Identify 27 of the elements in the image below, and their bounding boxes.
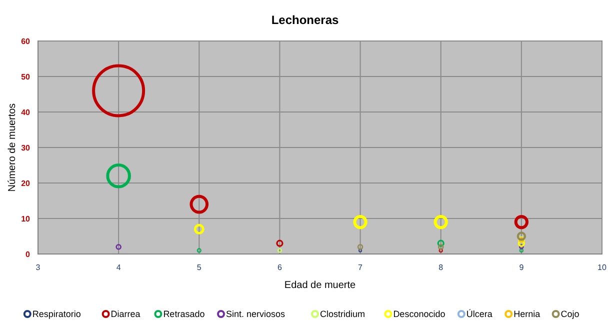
legend-label: Sint. nerviosos — [226, 309, 286, 319]
y-tick-label: 30 — [21, 144, 31, 152]
legend-label: Respiratorio — [32, 309, 81, 319]
legend-label: Cojo — [560, 309, 580, 319]
x-tick-label: 3 — [36, 263, 41, 272]
x-tick-label: 10 — [598, 263, 607, 272]
y-tick-label: 50 — [21, 72, 31, 82]
y-tick-label: 60 — [21, 37, 31, 46]
y-tick-label: 10 — [21, 214, 31, 224]
y-axis-title: Número de muertos — [7, 103, 18, 192]
x-tick-label: 4 — [116, 263, 122, 272]
y-tick-label: 40 — [21, 108, 31, 117]
legend-label: Clostridium — [320, 309, 366, 319]
x-tick-label: 8 — [438, 263, 444, 272]
x-tick-label: 6 — [277, 263, 282, 272]
legend-label: Úlcera — [466, 309, 492, 319]
y-tick-label: 0 — [26, 250, 31, 259]
legend-label: Retrasado — [163, 309, 205, 319]
y-tick-label: 20 — [21, 179, 31, 188]
x-axis-title: Edad de muerte — [284, 280, 356, 291]
x-tick-label: 5 — [196, 263, 202, 272]
legend-label: Desconocido — [393, 309, 446, 319]
chart-title: Lechoneras — [271, 13, 340, 27]
x-tick-label: 7 — [358, 263, 364, 272]
legend-label: Diarrea — [110, 309, 140, 319]
legend-label: Hernia — [514, 309, 540, 319]
x-tick-label: 9 — [519, 263, 524, 272]
